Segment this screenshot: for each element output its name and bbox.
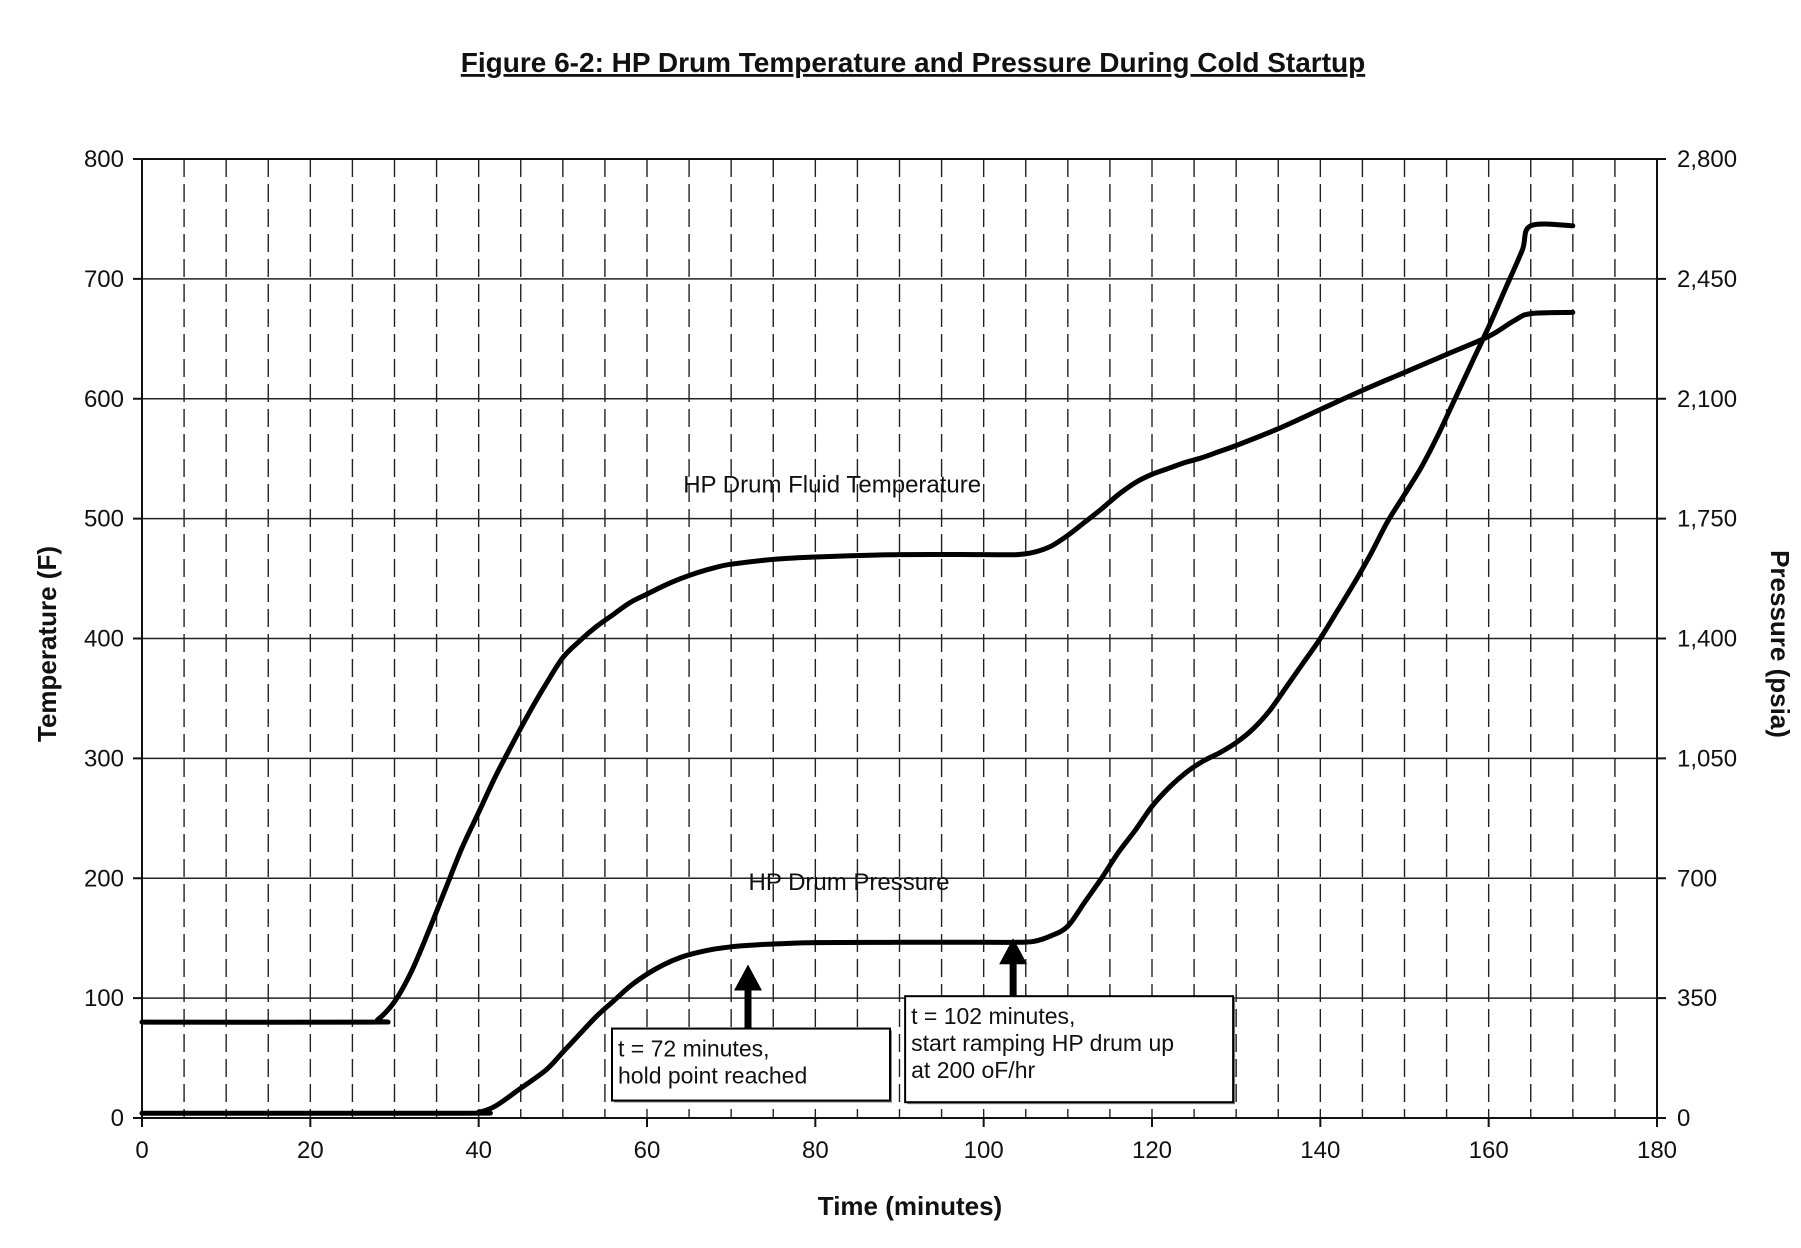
ramp-start-note: t = 102 minutes,start ramping HP drum up…	[904, 995, 1236, 1105]
arrow-shaft	[1009, 960, 1017, 999]
annotations: HP Drum Fluid Temperature HP Drum Pressur…	[611, 471, 1236, 1105]
y2-tick-label: 2,450	[1677, 266, 1737, 293]
note-line: start ramping HP drum up	[911, 1030, 1174, 1056]
x-tick-label: 180	[1637, 1137, 1677, 1164]
y-tick-label: 600	[84, 386, 124, 413]
y2-tick-label: 700	[1677, 865, 1717, 892]
note-line: hold point reached	[618, 1063, 807, 1089]
x-tick-label: 80	[802, 1137, 829, 1164]
y2-axis-title: Pressure (psia)	[1765, 550, 1795, 738]
x-tick-label: 20	[297, 1137, 324, 1164]
arrow-head	[999, 938, 1028, 965]
x-tick-label: 0	[135, 1137, 148, 1164]
y-tick-label: 500	[84, 506, 124, 533]
temperature-series-label: HP Drum Fluid Temperature	[683, 471, 981, 498]
y2-tick-label: 2,100	[1677, 386, 1737, 413]
ramp-start-arrow	[999, 938, 1028, 999]
note-box	[904, 995, 1235, 1104]
tick-labels: 0 20 40 60 80 100 120 140 160 1800100200300400500…	[84, 146, 1737, 1164]
y2-tick-label: 1,750	[1677, 506, 1737, 533]
temperature-series-line	[139, 309, 1576, 1025]
arrow-shaft	[744, 986, 752, 1031]
chart-title: Figure 6-2: HP Drum Temperature and Pres…	[461, 47, 1365, 78]
x-tick-label: 40	[465, 1137, 492, 1164]
y-axis-title: Temperature (F)	[32, 546, 62, 742]
y-tick-label: 300	[84, 745, 124, 772]
note-line: t = 102 minutes,	[911, 1003, 1075, 1029]
x-tick-label: 160	[1469, 1137, 1509, 1164]
y-tick-label: 200	[84, 865, 124, 892]
y-tick-label: 0	[111, 1105, 124, 1132]
y-tick-label: 100	[84, 985, 124, 1012]
y-tick-label: 800	[84, 146, 124, 173]
y2-tick-label: 0	[1677, 1105, 1690, 1132]
arrow-head	[734, 964, 762, 991]
x-axis-title: Time (minutes)	[818, 1191, 1002, 1221]
x-tick-label: 140	[1300, 1137, 1340, 1164]
grid-lines	[142, 159, 1657, 1118]
x-tick-label: 120	[1132, 1137, 1172, 1164]
hold-point-arrow	[734, 964, 762, 1031]
y2-tick-label: 1,400	[1677, 626, 1737, 653]
y2-tick-label: 2,800	[1677, 146, 1737, 173]
note-line: at 200 oF/hr	[911, 1057, 1035, 1083]
note-box	[611, 1027, 891, 1102]
y2-tick-label: 350	[1677, 985, 1717, 1012]
y-tick-label: 400	[84, 626, 124, 653]
axes	[133, 158, 1666, 1127]
x-tick-label: 60	[634, 1137, 661, 1164]
hold-point-note: t = 72 minutes,hold point reached	[611, 1027, 892, 1103]
pressure-series-line	[139, 221, 1576, 1116]
note-line: t = 72 minutes,	[618, 1036, 770, 1062]
series-lines	[139, 221, 1576, 1116]
y-tick-label: 700	[84, 266, 124, 293]
x-tick-label: 100	[964, 1137, 1004, 1164]
y2-tick-label: 1,050	[1677, 745, 1737, 772]
pressure-series-label: HP Drum Pressure	[749, 869, 950, 896]
